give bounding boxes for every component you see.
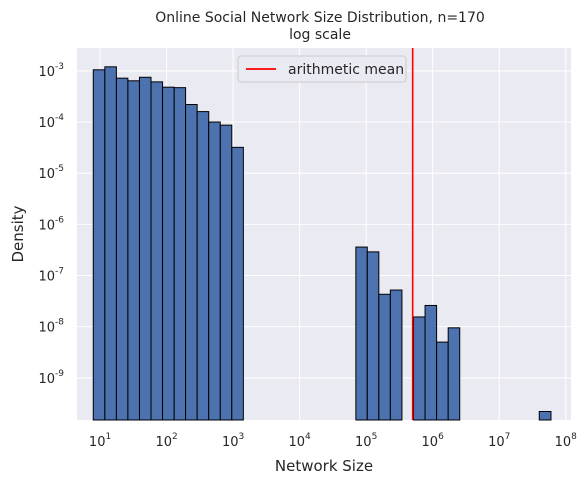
histogram-bar <box>173 87 187 421</box>
histogram-bar <box>378 293 391 421</box>
y-tick-label: 10-4 <box>38 113 64 131</box>
x-tick-label: 103 <box>222 432 244 450</box>
x-tick-label: 101 <box>89 432 111 450</box>
y-axis-label: Density <box>9 205 27 262</box>
histogram-bar <box>424 304 438 421</box>
histogram-bar <box>231 146 244 421</box>
x-tick-label: 108 <box>555 432 578 450</box>
y-tick-label: 10-3 <box>38 62 64 80</box>
x-axis-label: Network Size <box>275 457 373 475</box>
y-tick-label: 10-9 <box>38 369 64 387</box>
histogram-bar <box>92 69 106 421</box>
histogram-bar <box>138 76 152 421</box>
y-tick-label: 10-5 <box>38 164 64 182</box>
chart-subtitle: log scale <box>289 27 351 43</box>
histogram-bar <box>185 104 198 421</box>
histogram-bar <box>413 316 426 421</box>
y-tick-label: 10-7 <box>38 267 64 285</box>
x-tick-label: 107 <box>488 432 510 450</box>
histogram-bar <box>127 80 140 421</box>
histogram-bar <box>355 246 368 421</box>
x-tick-label: 104 <box>288 432 311 450</box>
x-tick-label: 102 <box>155 432 177 450</box>
histogram-bar <box>196 111 210 421</box>
histogram-bar <box>162 86 175 421</box>
legend-label: arithmetic mean <box>288 62 404 78</box>
histogram-bar <box>219 124 233 421</box>
histogram-bar <box>447 327 461 421</box>
histogram-bar <box>208 121 221 421</box>
x-axis-ticks: 101 102 103 104 105 106 107 108 <box>89 432 577 450</box>
histogram-bar <box>104 66 117 421</box>
histogram-bar <box>115 77 129 421</box>
histogram-bar <box>150 81 164 421</box>
x-tick-label: 105 <box>355 432 377 450</box>
histogram-bar <box>436 341 449 421</box>
x-tick-label: 106 <box>422 432 445 450</box>
chart-title: Online Social Network Size Distribution,… <box>155 10 485 26</box>
legend-box <box>237 55 407 83</box>
histogram-bars <box>92 66 552 421</box>
legend: arithmetic mean <box>237 55 407 83</box>
y-tick-label: 10-8 <box>38 318 64 336</box>
y-axis-ticks: 10-9 10-8 10-7 10-6 10-5 10-4 10-3 <box>38 62 64 387</box>
histogram-bar <box>366 251 380 421</box>
histogram-bar <box>389 289 403 421</box>
y-tick-label: 10-6 <box>38 215 64 233</box>
histogram-bar <box>538 410 552 421</box>
